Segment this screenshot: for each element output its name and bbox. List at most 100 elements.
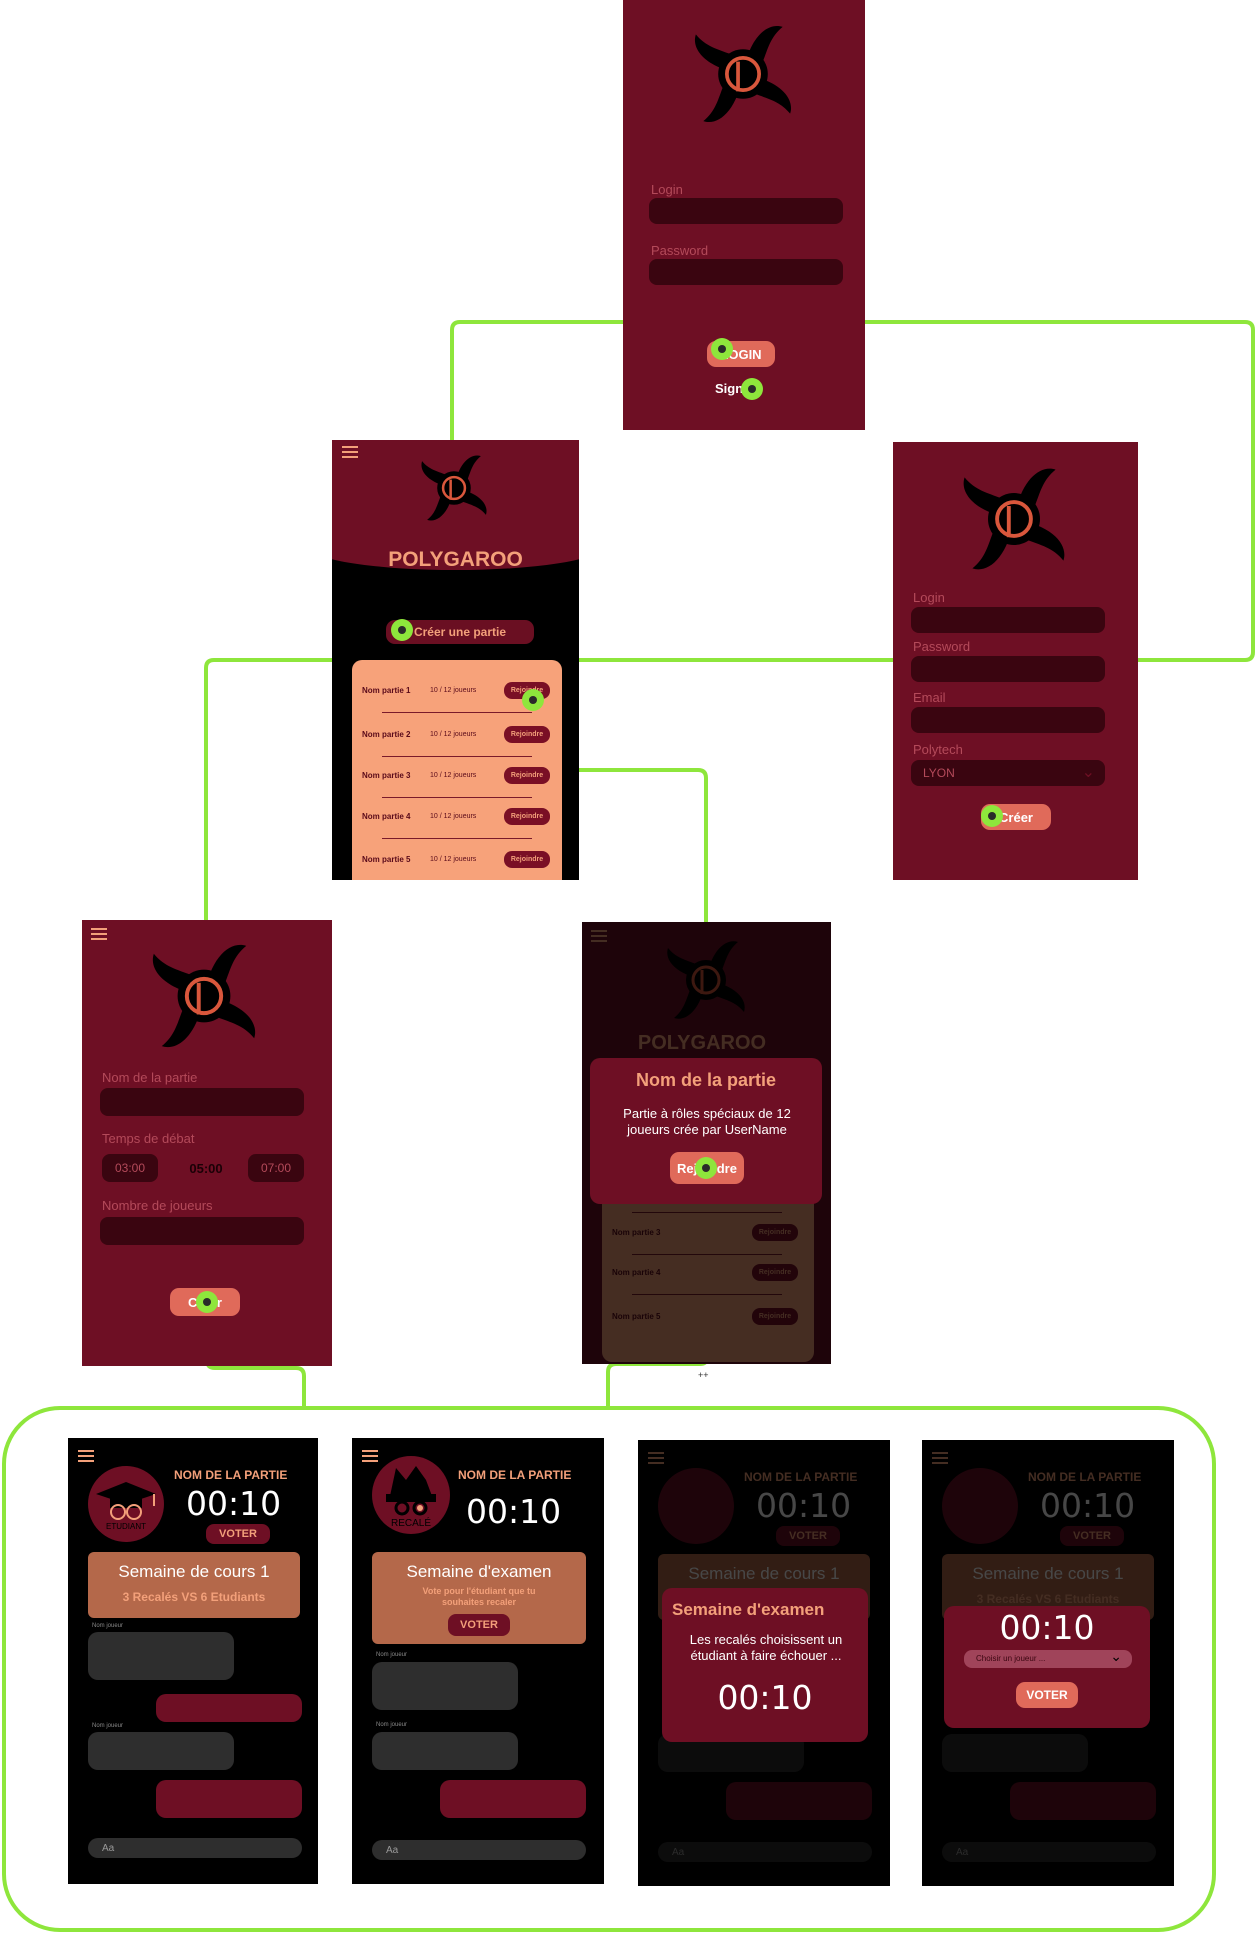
countdown-timer: 00:10 bbox=[186, 1484, 282, 1523]
time-option-7min[interactable]: 07:00 bbox=[248, 1154, 304, 1182]
menu-icon[interactable] bbox=[78, 1450, 94, 1462]
score-text: 3 Recalés VS 6 Etudiants bbox=[122, 1590, 266, 1604]
select-placeholder: Choisir un joueur ... bbox=[976, 1654, 1046, 1663]
game-name-input[interactable] bbox=[100, 1088, 304, 1116]
phase-subtitle: Vote pour l'étudiant que tu souhaites re… bbox=[422, 1586, 536, 1607]
phase-title: Semaine d'examen bbox=[406, 1562, 552, 1581]
plus-marker: ++ bbox=[698, 1370, 709, 1380]
join-button[interactable]: Rejoindre bbox=[504, 767, 550, 784]
game-name: Nom partie 1 bbox=[362, 686, 411, 695]
debate-time-label: Temps de débat bbox=[102, 1131, 195, 1146]
create-game-submit-button[interactable]: Créer bbox=[170, 1288, 240, 1316]
game-players: 10 / 12 joueurs bbox=[430, 687, 477, 694]
join-modal: Nom de la partie Partie à rôles spéciaux… bbox=[590, 1058, 822, 1204]
app-title: POLYGAROO bbox=[388, 548, 523, 571]
email-input[interactable] bbox=[911, 707, 1105, 733]
password-input[interactable] bbox=[649, 259, 843, 285]
chevron-down-icon: ⌄ bbox=[1110, 1648, 1122, 1664]
recale-avatar: RECALÉ bbox=[372, 1456, 450, 1534]
phase-card: Semaine de cours 1 3 Recalés VS 6 Etudia… bbox=[88, 1552, 300, 1618]
time-option-5min[interactable]: 05:00 bbox=[178, 1154, 234, 1182]
modal-title: Nom de la partie bbox=[635, 1070, 777, 1090]
modal-timer: 00:10 bbox=[717, 1678, 813, 1717]
login-input[interactable] bbox=[649, 198, 843, 224]
divider bbox=[382, 712, 532, 713]
join-confirm-button[interactable]: Rejoindre bbox=[670, 1152, 744, 1184]
login-button[interactable]: LOGIN bbox=[707, 341, 775, 367]
modal-vote-button[interactable]: VOTER bbox=[1016, 1682, 1078, 1708]
login-input[interactable] bbox=[911, 607, 1105, 633]
time-option-3min[interactable]: 03:00 bbox=[102, 1154, 158, 1182]
role-label: RECALÉ bbox=[390, 1518, 431, 1529]
join-button[interactable]: Rejoindre bbox=[504, 851, 550, 868]
polygaroo-logo-icon bbox=[421, 455, 487, 521]
chevron-down-icon: ⌄ bbox=[1081, 764, 1095, 781]
time-option-label: 03:00 bbox=[114, 1161, 146, 1175]
divider bbox=[382, 838, 532, 839]
players-count-input[interactable] bbox=[100, 1217, 304, 1245]
menu-icon[interactable] bbox=[362, 1450, 378, 1462]
game-screen-vote-select: NOM DE LA PARTIE 00:10 VOTER Semaine de … bbox=[922, 1440, 1174, 1886]
game-screen-examen-vote: RECALÉ NOM DE LA PARTIE 00:10 Semaine d'… bbox=[352, 1438, 604, 1884]
join-button[interactable]: Rejoindre bbox=[504, 682, 550, 699]
create-account-button[interactable]: Créer bbox=[981, 804, 1051, 830]
signup-link[interactable]: Sign up bbox=[715, 381, 763, 396]
modal-timer: 00:10 bbox=[999, 1608, 1095, 1647]
menu-icon[interactable] bbox=[342, 446, 358, 458]
villain-hat-icon bbox=[386, 1466, 436, 1516]
phase-card: Semaine d'examen Vote pour l'étudiant qu… bbox=[372, 1552, 586, 1644]
graduation-cap-icon bbox=[96, 1482, 156, 1520]
game-players: 10 / 12 joueurs bbox=[430, 731, 477, 738]
home-screen: POLYGAROO Créer une partie Nom partie 1 … bbox=[332, 440, 579, 880]
role-label: ETUDIANT bbox=[106, 1522, 146, 1531]
join-game-screen: POLYGAROO Nom partie 2 Rejoindre Nom par… bbox=[582, 922, 831, 1364]
player-select[interactable]: Choisir un joueur ... ⌄ bbox=[964, 1648, 1132, 1668]
player-name: Nom joueur bbox=[92, 1623, 124, 1629]
time-option-label: 07:00 bbox=[260, 1161, 292, 1175]
menu-icon[interactable] bbox=[91, 928, 107, 940]
login-label: Login bbox=[651, 182, 683, 197]
game-name: Nom partie 3 bbox=[362, 771, 411, 780]
time-option-label: 05:00 bbox=[189, 1160, 223, 1176]
signup-screen: Login Password Email Polytech LYON ⌄ Cré… bbox=[893, 442, 1138, 880]
game-name: Nom partie 4 bbox=[362, 812, 411, 821]
vote-button[interactable]: VOTER bbox=[206, 1524, 270, 1544]
chat-input[interactable]: Aa bbox=[372, 1840, 586, 1860]
email-label: Email bbox=[913, 690, 946, 705]
polygaroo-logo-icon bbox=[963, 468, 1065, 570]
login-label: Login bbox=[913, 590, 945, 605]
login-screen: Login Password LOGIN Sign up bbox=[623, 0, 865, 430]
game-players: 10 / 12 joueurs bbox=[430, 856, 477, 863]
own-message-bubble bbox=[156, 1780, 302, 1818]
message-bubble bbox=[88, 1632, 234, 1680]
game-players: 10 / 12 joueurs bbox=[430, 813, 477, 820]
join-button[interactable]: Rejoindre bbox=[504, 808, 550, 825]
vote-modal: 00:10 Choisir un joueur ... ⌄ VOTER bbox=[944, 1606, 1150, 1728]
home-header bbox=[332, 440, 579, 570]
game-name: Nom partie 5 bbox=[362, 855, 411, 864]
players-count-label: Nombre de joueurs bbox=[102, 1198, 213, 1213]
modal-text: Les recalés choisissent un étudiant à fa… bbox=[689, 1632, 843, 1663]
polytech-label: Polytech bbox=[913, 742, 963, 757]
message-bubble bbox=[372, 1732, 518, 1770]
modal-description: Partie à rôles spéciaux de 12 joueurs cr… bbox=[623, 1106, 791, 1137]
password-input[interactable] bbox=[911, 656, 1105, 682]
join-button[interactable]: Rejoindre bbox=[504, 726, 550, 743]
chat-input[interactable]: Aa bbox=[88, 1838, 302, 1858]
games-list: Nom partie 1 10 / 12 joueurs Rejoindre N… bbox=[352, 660, 562, 880]
vote-button[interactable]: VOTER bbox=[448, 1614, 510, 1636]
game-title: NOM DE LA PARTIE bbox=[458, 1468, 572, 1482]
polygaroo-logo-icon bbox=[152, 944, 256, 1048]
create-game-button[interactable]: Créer une partie bbox=[386, 620, 534, 644]
game-name: Nom partie 2 bbox=[362, 730, 411, 739]
own-message-bubble bbox=[440, 1780, 586, 1818]
polytech-value: LYON bbox=[923, 766, 955, 780]
own-message-bubble bbox=[156, 1694, 302, 1722]
password-label: Password bbox=[913, 639, 971, 654]
countdown-timer: 00:10 bbox=[466, 1492, 562, 1531]
message-bubble bbox=[88, 1732, 234, 1770]
polytech-select[interactable]: LYON ⌄ bbox=[911, 760, 1105, 786]
player-name: Nom joueur bbox=[92, 1723, 124, 1729]
player-name: Nom joueur bbox=[376, 1652, 408, 1658]
divider bbox=[382, 756, 532, 757]
